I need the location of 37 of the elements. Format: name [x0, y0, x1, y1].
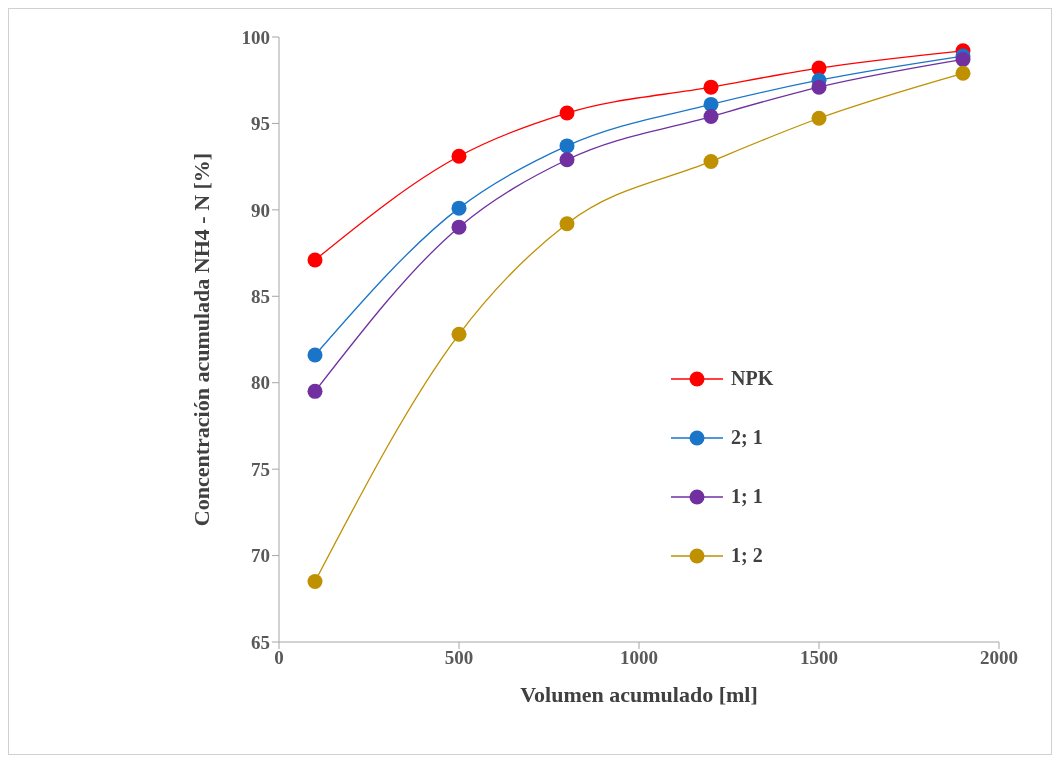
point — [811, 79, 827, 95]
point — [451, 148, 467, 164]
point — [451, 326, 467, 342]
point — [955, 65, 971, 81]
x-tick-label: 1000 — [620, 647, 658, 669]
point — [559, 138, 575, 154]
point — [307, 347, 323, 363]
y-tick-label: 90 — [251, 199, 270, 221]
y-axis-title: Concentración acumulada NH4 - N [%] — [188, 152, 214, 527]
y-tick-label: 75 — [251, 458, 270, 480]
point — [703, 79, 719, 95]
point — [559, 152, 575, 168]
x-tick-label: 500 — [444, 647, 474, 669]
legend-label: NPK — [731, 367, 774, 390]
point — [451, 200, 467, 216]
x-tick-label: 1500 — [800, 647, 838, 669]
y-tick-label: 100 — [241, 26, 270, 48]
y-tick-label: 80 — [251, 372, 270, 394]
point — [811, 110, 827, 126]
point — [559, 216, 575, 232]
legend-label: 1; 2 — [731, 544, 763, 567]
point — [307, 252, 323, 268]
x-tick-label: 0 — [274, 647, 284, 669]
legend-label: 2; 1 — [731, 426, 763, 449]
y-tick-label: 70 — [251, 545, 270, 567]
point — [451, 219, 467, 235]
point — [703, 109, 719, 125]
point — [703, 153, 719, 169]
y-tick-label: 95 — [251, 113, 270, 135]
point — [307, 383, 323, 399]
x-tick-label: 2000 — [980, 647, 1018, 669]
point — [307, 574, 323, 589]
y-tick-label: 65 — [251, 631, 270, 653]
point — [559, 105, 575, 121]
legend-label: 1; 1 — [731, 485, 763, 508]
y-tick-label: 85 — [251, 286, 270, 308]
x-axis-title: Volumen acumulado [ml] — [520, 682, 758, 707]
